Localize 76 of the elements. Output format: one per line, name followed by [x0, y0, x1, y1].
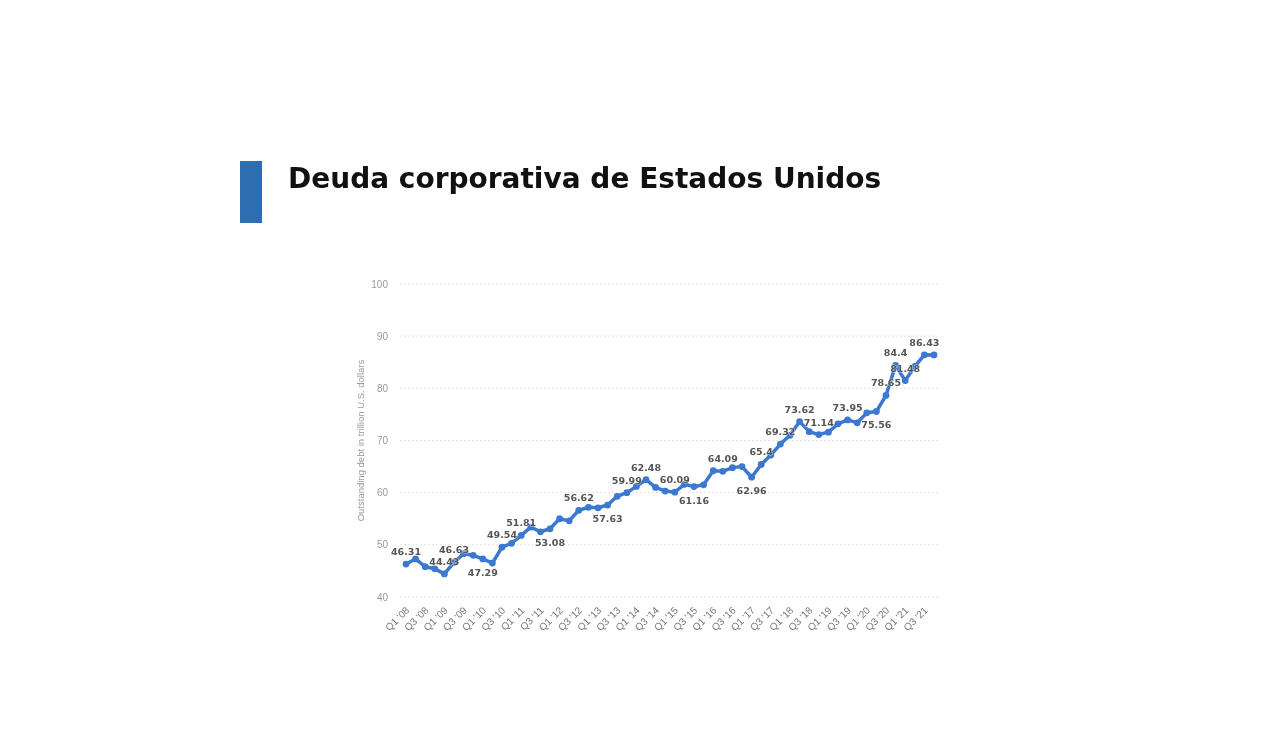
data-label: 62.48 — [630, 461, 662, 473]
point — [642, 476, 650, 484]
point — [623, 489, 631, 497]
point — [537, 528, 544, 536]
data-label: 47.29 — [467, 566, 498, 578]
data-label: 71.14 — [803, 416, 835, 428]
point — [853, 419, 861, 427]
point — [882, 392, 890, 399]
point — [757, 461, 765, 468]
point — [834, 420, 842, 428]
y-tick-label: 80 — [376, 382, 389, 394]
data-label: 56.62 — [563, 492, 594, 504]
data-label: 62.96 — [736, 485, 768, 497]
y-tick-label: 60 — [376, 487, 389, 499]
data-label: 86.43 — [909, 336, 940, 348]
point — [412, 555, 419, 563]
point — [796, 418, 803, 425]
point — [844, 416, 851, 424]
point — [805, 428, 813, 436]
point — [863, 409, 871, 417]
point — [815, 431, 823, 438]
y-tick-label: 40 — [376, 591, 389, 603]
point — [700, 481, 707, 489]
point — [498, 543, 506, 551]
point — [729, 464, 736, 471]
point — [825, 428, 832, 436]
point — [777, 440, 784, 448]
data-label: 73.62 — [784, 403, 815, 415]
data-label: 65.4 — [749, 446, 774, 458]
point — [402, 560, 410, 568]
data-label: 75.56 — [861, 419, 892, 431]
point — [690, 483, 698, 490]
data-label: 51.81 — [506, 517, 537, 529]
point — [479, 555, 487, 563]
y-tick-label: 90 — [376, 330, 389, 342]
y-tick-label: 100 — [371, 278, 389, 290]
data-label: 46.63 — [438, 544, 470, 556]
point — [489, 559, 496, 567]
point — [421, 563, 429, 571]
data-label: 61.16 — [678, 494, 710, 506]
point — [546, 525, 554, 533]
point — [517, 532, 525, 539]
data-label: 64.09 — [707, 453, 738, 465]
point — [594, 504, 602, 512]
point — [556, 515, 563, 523]
data-label: 49.54 — [486, 529, 518, 541]
point — [873, 408, 880, 415]
point — [575, 506, 583, 514]
point — [585, 503, 592, 511]
data-label: 53.08 — [534, 536, 566, 548]
point — [719, 467, 727, 475]
point — [671, 488, 679, 496]
point — [508, 539, 515, 547]
y-tick-label: 70 — [376, 435, 389, 446]
point — [930, 351, 938, 359]
point — [652, 484, 659, 491]
point — [661, 487, 669, 495]
point — [748, 473, 755, 481]
point — [709, 467, 717, 475]
data-label: 57.63 — [592, 513, 623, 525]
y-axis-title: Outstanding debt in trillion U.S. dollars — [355, 359, 366, 522]
chart-title: Deuda corporativa de Estados Unidos — [288, 162, 882, 195]
data-label: 73.95 — [832, 401, 863, 413]
point — [613, 492, 621, 500]
data-label: 59.99 — [611, 474, 642, 486]
point — [738, 463, 746, 470]
data-label: 60.09 — [659, 474, 690, 486]
point — [469, 551, 477, 559]
point — [921, 351, 928, 359]
data-label: 46.31 — [390, 546, 422, 558]
data-label: 84.4 — [883, 347, 908, 359]
point — [431, 565, 439, 573]
point — [604, 501, 611, 509]
y-tick-label: 50 — [376, 539, 389, 551]
point — [441, 570, 448, 578]
point — [565, 517, 573, 525]
